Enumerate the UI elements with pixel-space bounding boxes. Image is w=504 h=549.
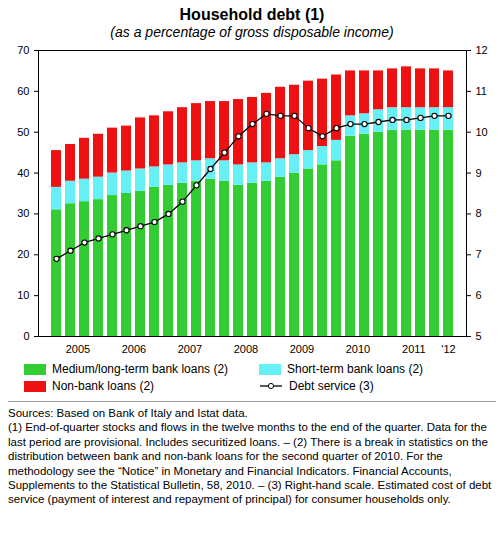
svg-text:2007: 2007 — [178, 343, 202, 355]
svg-text:12: 12 — [476, 44, 488, 56]
svg-text:2010: 2010 — [346, 343, 370, 355]
svg-text:9: 9 — [476, 167, 482, 179]
html-text:Household debt (1): Household debt (1) — [179, 6, 325, 23]
svg-text:0: 0 — [23, 330, 29, 342]
html-text:Short-term bank loans (2): Short-term bank loans (2) — [287, 362, 424, 376]
html-text:Medium/long-term bank loans (2: Medium/long-term bank loans (2) — [52, 362, 229, 376]
svg-text:30: 30 — [17, 207, 29, 219]
svg-text:7: 7 — [476, 248, 482, 260]
html-text:Sources: Based on Bank of Ital: Sources: Based on Bank of Italy and Ista… — [8, 407, 248, 419]
svg-text:70: 70 — [17, 44, 29, 56]
svg-text:10: 10 — [476, 126, 488, 138]
html-text:(as a percentage of gross disp: (as a percentage of gross disposable inc… — [110, 24, 394, 40]
svg-text:2008: 2008 — [234, 343, 258, 355]
svg-text:6: 6 — [476, 289, 482, 301]
svg-text:2006: 2006 — [122, 343, 146, 355]
svg-text:5: 5 — [476, 330, 482, 342]
html-text:(1) End-of-quarter stocks and: (1) End-of-quarter stocks and flows in t… — [8, 421, 492, 506]
svg-text:20: 20 — [17, 248, 29, 260]
html-text:Non-bank loans (2): Non-bank loans (2) — [52, 379, 155, 393]
svg-text:50: 50 — [17, 126, 29, 138]
svg-text:2011: 2011 — [402, 343, 426, 355]
svg-text:40: 40 — [17, 167, 29, 179]
svg-text:2005: 2005 — [66, 343, 90, 355]
svg-text:'12: '12 — [441, 343, 455, 355]
svg-text:8: 8 — [476, 207, 482, 219]
html-text:Debt service (3): Debt service (3) — [289, 379, 374, 393]
svg-text:60: 60 — [17, 85, 29, 97]
svg-text:10: 10 — [17, 289, 29, 301]
svg-text:11: 11 — [476, 85, 487, 97]
svg-text:2009: 2009 — [290, 343, 314, 355]
